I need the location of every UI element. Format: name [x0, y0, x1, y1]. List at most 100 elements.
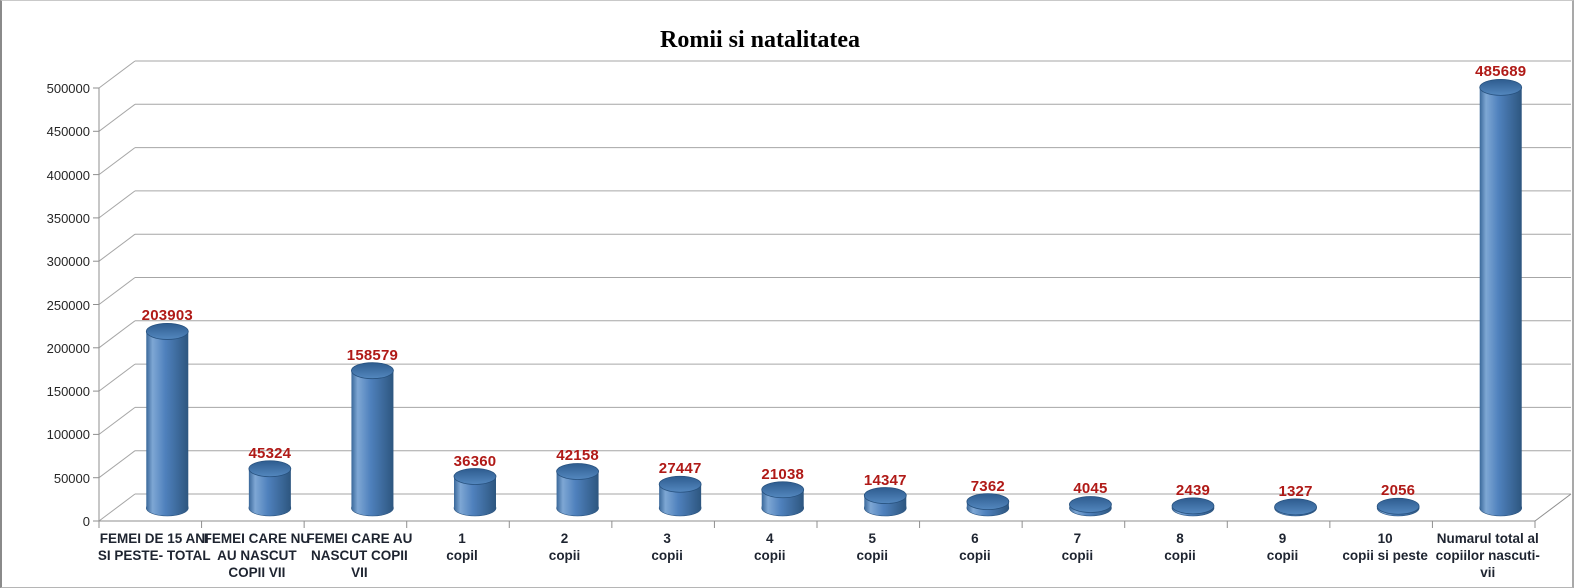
category-label-line: 7 — [1073, 531, 1082, 546]
bar-value-label: 7362 — [970, 477, 1005, 495]
category-label: 5 copii — [857, 530, 889, 564]
category-label: 9 copii — [1267, 530, 1299, 564]
bar — [1479, 78, 1523, 517]
chart-title: Romii si natalitatea — [660, 27, 860, 53]
category-label-line: copii si peste — [1342, 548, 1428, 563]
gridline-diagonal — [98, 60, 136, 89]
bar — [145, 323, 189, 517]
bar-value-label: 4045 — [1073, 480, 1108, 498]
bar — [761, 481, 805, 517]
y-tick-label: 350000 — [46, 210, 90, 226]
bar-value-label: 27447 — [658, 460, 702, 478]
category-label-line: 4 — [765, 531, 774, 546]
category-label-line: copii — [959, 548, 991, 563]
bar — [863, 487, 907, 517]
bar — [1274, 498, 1317, 517]
bar-value-label: 36360 — [453, 452, 497, 470]
y-tick-label: 400000 — [46, 167, 90, 183]
bar-value-label: 14347 — [863, 471, 907, 489]
floor-right-edge — [1534, 493, 1572, 522]
category-label-line: copii — [651, 548, 683, 563]
category-label-line: 8 — [1176, 531, 1184, 546]
gridline-diagonal — [98, 406, 136, 435]
y-tick-label: 0 — [82, 514, 90, 529]
category-label-line: 10 — [1377, 531, 1393, 546]
gridline-diagonal — [98, 493, 136, 522]
gridline-diagonal — [98, 450, 136, 479]
y-tick-label: 100000 — [46, 427, 90, 443]
bar — [1069, 496, 1112, 517]
y-tick-label: 450000 — [46, 124, 90, 140]
category-label: FEMEI CARE NU AU NASCUT COPII VII — [204, 530, 311, 581]
category-label-line: FEMEI CARE AU — [306, 531, 413, 546]
category-label: 2 copii — [549, 530, 581, 564]
category-label-line: COPII VII — [228, 565, 286, 580]
category-label-line: vii — [1480, 565, 1496, 580]
category-label-line: copii — [753, 548, 786, 563]
y-tick-label: 50000 — [53, 470, 90, 486]
category-label: 1 copil — [446, 530, 478, 564]
category-label-line: 9 — [1278, 531, 1287, 546]
bar-value-label: 21038 — [761, 465, 805, 483]
category-label-line: 1 — [458, 531, 466, 546]
category-label: 6 copii — [959, 530, 991, 564]
category-label-line: SI PESTE- TOTAL — [97, 548, 211, 563]
bar-value-label: 42158 — [556, 447, 599, 465]
bar-value-label: 203903 — [141, 307, 193, 325]
bar-value-label: 45324 — [248, 444, 292, 462]
category-label: Numarul total al copiilor nascuti-vii — [1436, 530, 1540, 581]
bar-value-label: 2056 — [1381, 482, 1416, 500]
gridline-diagonal — [98, 277, 136, 305]
category-label-line: FEMEI DE 15 ANI — [99, 531, 209, 546]
bar-value-label: 2439 — [1175, 481, 1211, 499]
category-label: 3 copii — [651, 530, 683, 564]
bar — [351, 362, 394, 517]
category-label-line: 5 — [868, 531, 877, 546]
gridline-diagonal — [98, 147, 136, 176]
category-label-line: AU NASCUT — [217, 548, 297, 563]
category-label: 7 copii — [1062, 530, 1094, 564]
bar — [248, 460, 292, 517]
category-label-line: copii — [1061, 548, 1094, 563]
category-label-line: copii — [1164, 548, 1196, 563]
y-tick-label: 200000 — [46, 340, 90, 356]
category-label-line: Numarul total al — [1436, 531, 1539, 546]
category-label-line: 2 — [560, 531, 569, 546]
category-label-line: copiilor nascuti- — [1435, 548, 1540, 563]
gridline-diagonal — [98, 233, 136, 262]
category-label-line: copil — [446, 548, 478, 563]
category-label-line: NASCUT COPII — [311, 548, 408, 563]
bar-value-label: 158579 — [346, 346, 399, 364]
category-label-line: copii — [856, 548, 889, 563]
gridline-diagonal — [98, 103, 136, 132]
y-tick-label: 250000 — [46, 297, 90, 313]
category-label: 8 copii — [1164, 530, 1196, 564]
category-label: FEMEI DE 15 ANI SI PESTE- TOTAL — [98, 530, 211, 564]
category-label-line: 6 — [971, 531, 979, 546]
bar — [453, 468, 497, 517]
category-label: FEMEI CARE AU NASCUT COPII VII — [306, 530, 412, 581]
category-label-line: FEMEI CARE NU — [203, 531, 311, 546]
bar — [1376, 497, 1420, 517]
bar-value-label: 1327 — [1278, 482, 1313, 500]
category-label-line: 3 — [663, 531, 671, 546]
bar-value-label: 485689 — [1475, 63, 1527, 81]
y-tick-label: 300000 — [46, 254, 90, 270]
category-label-line: copii — [1266, 548, 1299, 563]
category-label: 10 copii si peste — [1342, 530, 1428, 564]
bar — [556, 463, 599, 517]
bar — [658, 475, 702, 517]
gridline-diagonal — [98, 320, 136, 349]
category-label: 4 copii — [754, 530, 786, 564]
y-tick-label: 500000 — [46, 81, 90, 96]
y-tick-label: 150000 — [46, 384, 90, 400]
category-label-line: copii — [548, 548, 581, 563]
category-label-line: VII — [351, 565, 368, 580]
gridline-diagonal — [98, 363, 136, 392]
bar — [966, 493, 1010, 517]
bar — [1171, 497, 1215, 517]
